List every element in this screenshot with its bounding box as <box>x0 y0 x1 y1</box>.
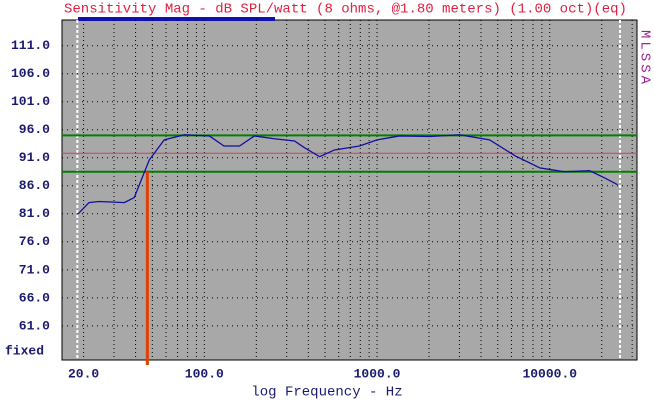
y-tick-label: 66.0 <box>19 290 50 305</box>
y-tick-label: 106.0 <box>11 66 50 81</box>
y-tick-label: 111.0 <box>11 38 50 53</box>
y-tick-label: 71.0 <box>19 262 50 277</box>
chart-title: Sensitivity Mag - dB SPL/watt (8 ohms, @… <box>64 2 627 18</box>
range-bar <box>78 17 275 21</box>
x-axis-label: log Frequency - Hz <box>251 385 402 400</box>
response-line <box>77 134 618 215</box>
x-tick-label: 1000.0 <box>354 366 401 381</box>
y-tick-label: 96.0 <box>19 122 50 137</box>
y-tick-label: 86.0 <box>19 178 50 193</box>
x-tick-label: 100.0 <box>185 366 224 381</box>
y-tick-label: 81.0 <box>19 206 50 221</box>
side-label: MLSSA <box>636 30 652 87</box>
x-tick-label: 10000.0 <box>522 366 577 381</box>
y-tick-label: 61.0 <box>19 318 50 333</box>
plot-area <box>61 19 638 361</box>
y-note: fixed <box>5 343 44 358</box>
x-tick-label: 20.0 <box>68 366 99 381</box>
y-tick-label: 101.0 <box>11 94 50 109</box>
y-tick-label: 76.0 <box>19 234 50 249</box>
y-tick-label: 91.0 <box>19 150 50 165</box>
